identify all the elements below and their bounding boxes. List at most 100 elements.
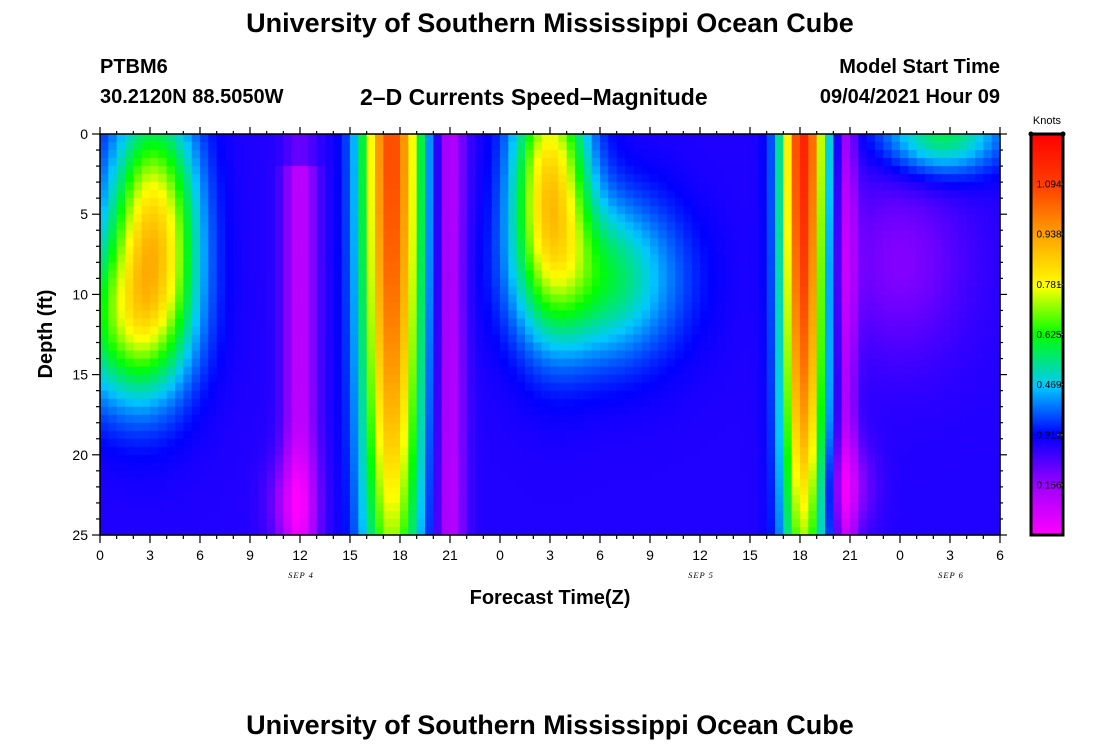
heatmap-cell (375, 366, 384, 376)
heatmap-cell (483, 390, 493, 400)
heatmap-cell (400, 526, 409, 536)
heatmap-cell (100, 222, 109, 231)
heatmap-cell (858, 182, 868, 191)
heatmap-cell (791, 358, 801, 368)
heatmap-cell (750, 414, 759, 424)
heatmap-cell (183, 134, 193, 143)
heatmap-cell (525, 174, 534, 183)
heatmap-cell (266, 198, 276, 207)
heatmap-cell (600, 198, 609, 207)
heatmap-cell (125, 414, 134, 424)
heatmap-cell (875, 254, 884, 263)
heatmap-cell (508, 278, 518, 287)
heatmap-cell (608, 286, 618, 295)
heatmap-cell (433, 254, 443, 263)
heatmap-cell (841, 286, 851, 295)
heatmap-cell (641, 462, 651, 472)
heatmap-cell (408, 510, 418, 520)
heatmap-cell (858, 142, 868, 151)
heatmap-cell (675, 414, 684, 424)
heatmap-cell (691, 294, 701, 304)
heatmap-cell (233, 334, 243, 344)
heatmap-cell (891, 294, 901, 304)
heatmap-cell (308, 142, 318, 151)
heatmap-cell (591, 294, 601, 304)
heatmap-cell (733, 422, 743, 432)
heatmap-cell (775, 358, 784, 368)
heatmap-cell (641, 350, 651, 360)
heatmap-cell (208, 182, 218, 191)
heatmap-cell (908, 366, 918, 376)
heatmap-cell (825, 246, 834, 255)
heatmap-cell (433, 398, 443, 408)
heatmap-cell (608, 238, 618, 247)
heatmap-cell (625, 502, 634, 512)
heatmap-cell (300, 254, 309, 263)
heatmap-cell (108, 366, 118, 376)
heatmap-cell (458, 438, 468, 448)
heatmap-cell (308, 382, 318, 392)
heatmap-cell (125, 166, 134, 175)
heatmap-cell (458, 302, 468, 312)
heatmap-cell (716, 446, 726, 456)
heatmap-cell (866, 390, 876, 400)
heatmap-cell (833, 222, 843, 231)
heatmap-cell (266, 526, 276, 536)
heatmap-cell (516, 238, 526, 247)
heatmap-cell (450, 366, 459, 376)
station-id: PTBM6 (100, 56, 168, 78)
heatmap-cell (333, 254, 343, 263)
heatmap-cell (716, 254, 726, 263)
heatmap-cell (900, 286, 909, 295)
heatmap-cell (550, 158, 559, 167)
heatmap-cell (316, 310, 326, 320)
heatmap-cell (841, 238, 851, 247)
heatmap-cell (325, 462, 334, 472)
heatmap-cell (850, 318, 859, 328)
heatmap-cell (300, 198, 309, 207)
heatmap-cell (625, 190, 634, 199)
heatmap-cell (175, 398, 184, 408)
heatmap-cell (375, 446, 384, 456)
heatmap-cell (108, 526, 118, 536)
heatmap-cell (241, 334, 251, 344)
heatmap-cell (400, 174, 409, 183)
heatmap-cell (583, 398, 593, 408)
heatmap-cell (841, 502, 851, 512)
heatmap-cell (558, 374, 568, 384)
heatmap-cell (250, 142, 259, 151)
heatmap-cell (308, 518, 318, 528)
heatmap-cell (316, 422, 326, 432)
heatmap-cell (808, 262, 818, 271)
heatmap-cell (108, 414, 118, 424)
heatmap-cell (300, 158, 309, 167)
heatmap-cell (333, 286, 343, 295)
heatmap-cell (108, 222, 118, 231)
heatmap-cell (841, 414, 851, 424)
heatmap-cell (900, 214, 909, 223)
heatmap-cell (800, 214, 809, 223)
heatmap-cell (533, 350, 543, 360)
heatmap-cell (383, 270, 393, 279)
heatmap-cell (641, 478, 651, 488)
heatmap-cell (600, 350, 609, 360)
heatmap-cell (391, 366, 401, 376)
heatmap-cell (825, 366, 834, 376)
heatmap-cell (816, 478, 826, 488)
heatmap-cell (733, 206, 743, 215)
heatmap-cell (141, 366, 151, 376)
heatmap-cell (250, 286, 259, 295)
heatmap-cell (658, 358, 668, 368)
heatmap-cell (250, 470, 259, 480)
heatmap-cell (825, 454, 834, 464)
heatmap-cell (475, 206, 484, 215)
heatmap-cell (183, 222, 193, 231)
heatmap-cell (433, 382, 443, 392)
heatmap-cell (250, 390, 259, 400)
heatmap-cell (350, 438, 359, 448)
heatmap-cell (925, 246, 934, 255)
heatmap-cell (758, 454, 768, 464)
heatmap-cell (183, 310, 193, 320)
heatmap-cell (841, 454, 851, 464)
heatmap-cell (325, 190, 334, 199)
